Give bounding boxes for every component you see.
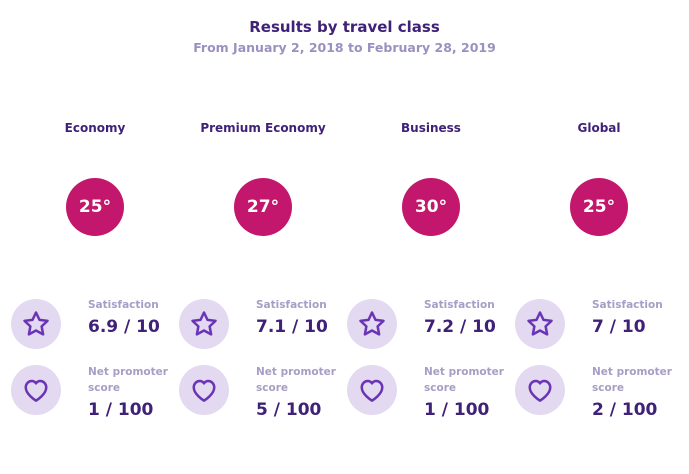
satisfaction-icon-circle: [11, 299, 61, 349]
heart-icon: [528, 379, 552, 402]
satisfaction-value: 6.9 / 10: [88, 317, 160, 337]
class-column-economy: Economy 25° Satisfaction 6.9 / 10 Net pr…: [11, 0, 179, 474]
class-title: Economy: [64, 121, 126, 135]
nps-icon-circle: [179, 365, 229, 415]
heart-icon: [24, 379, 48, 402]
nps-value: 2 / 100: [592, 400, 658, 420]
class-column-business: Business 30° Satisfaction 7.2 / 10 Net p…: [347, 0, 515, 474]
temperature-badge: 25°: [66, 178, 124, 236]
nps-label: Net promoter score: [88, 366, 168, 394]
nps-value: 5 / 100: [256, 400, 322, 420]
nps-label: Net promoter score: [592, 366, 672, 394]
satisfaction-label: Satisfaction: [592, 299, 663, 311]
nps-value: 1 / 100: [424, 400, 490, 420]
heart-icon: [192, 379, 216, 402]
star-icon: [359, 311, 385, 336]
satisfaction-icon-circle: [179, 299, 229, 349]
satisfaction-value: 7 / 10: [592, 317, 646, 337]
satisfaction-icon-circle: [347, 299, 397, 349]
temperature-badge: 30°: [402, 178, 460, 236]
star-icon: [191, 311, 217, 336]
satisfaction-label: Satisfaction: [424, 299, 495, 311]
class-title: Business: [401, 121, 461, 135]
star-icon: [23, 311, 49, 336]
temperature-badge: 27°: [234, 178, 292, 236]
nps-icon-circle: [347, 365, 397, 415]
nps-icon-circle: [11, 365, 61, 415]
temperature-badge: 25°: [570, 178, 628, 236]
star-icon: [527, 311, 553, 336]
page-title: Results by travel class: [249, 18, 440, 36]
heart-icon: [360, 379, 384, 402]
class-column-premium-economy: Premium Economy 27° Satisfaction 7.1 / 1…: [179, 0, 347, 474]
satisfaction-value: 7.2 / 10: [424, 317, 496, 337]
class-title: Premium Economy: [200, 121, 326, 135]
date-range-subtitle: From January 2, 2018 to February 28, 201…: [193, 40, 496, 55]
class-column-global: Global 25° Satisfaction 7 / 10 Net promo…: [515, 0, 683, 474]
satisfaction-label: Satisfaction: [88, 299, 159, 311]
satisfaction-value: 7.1 / 10: [256, 317, 328, 337]
nps-value: 1 / 100: [88, 400, 154, 420]
satisfaction-icon-circle: [515, 299, 565, 349]
nps-icon-circle: [515, 365, 565, 415]
nps-label: Net promoter score: [424, 366, 504, 394]
class-title: Global: [577, 121, 621, 135]
satisfaction-label: Satisfaction: [256, 299, 327, 311]
nps-label: Net promoter score: [256, 366, 336, 394]
